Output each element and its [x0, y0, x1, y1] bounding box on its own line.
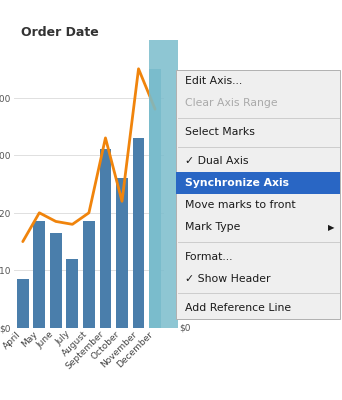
- Text: ▶: ▶: [328, 223, 334, 232]
- Bar: [116, 178, 128, 328]
- Bar: [149, 69, 161, 328]
- Text: ✓ Dual Axis: ✓ Dual Axis: [185, 156, 248, 166]
- Text: Move marks to front: Move marks to front: [185, 200, 295, 210]
- Text: Select Marks: Select Marks: [185, 127, 254, 137]
- Text: Order Date: Order Date: [21, 26, 98, 39]
- Bar: [50, 233, 62, 328]
- Text: ✓ Show Header: ✓ Show Header: [185, 274, 270, 284]
- Text: -$10: -$10: [180, 266, 200, 275]
- Bar: [133, 138, 144, 328]
- Bar: [66, 259, 78, 328]
- Text: $0: $0: [180, 324, 191, 332]
- Bar: [34, 222, 45, 328]
- Text: -$20: -$20: [180, 208, 200, 217]
- Bar: [83, 222, 95, 328]
- Text: Mark Type: Mark Type: [185, 222, 240, 232]
- Text: Synchronize Axis: Synchronize Axis: [185, 178, 289, 188]
- Text: -$40,000: -$40,000: [180, 93, 220, 102]
- Text: Add Reference Line: Add Reference Line: [185, 303, 291, 313]
- Text: Edit Axis...: Edit Axis...: [185, 76, 242, 86]
- Text: Format...: Format...: [185, 252, 233, 262]
- Text: -$30,000: -$30,000: [180, 151, 220, 160]
- Text: Clear Axis Range: Clear Axis Range: [185, 98, 277, 108]
- Bar: [17, 279, 29, 328]
- Bar: [100, 150, 111, 328]
